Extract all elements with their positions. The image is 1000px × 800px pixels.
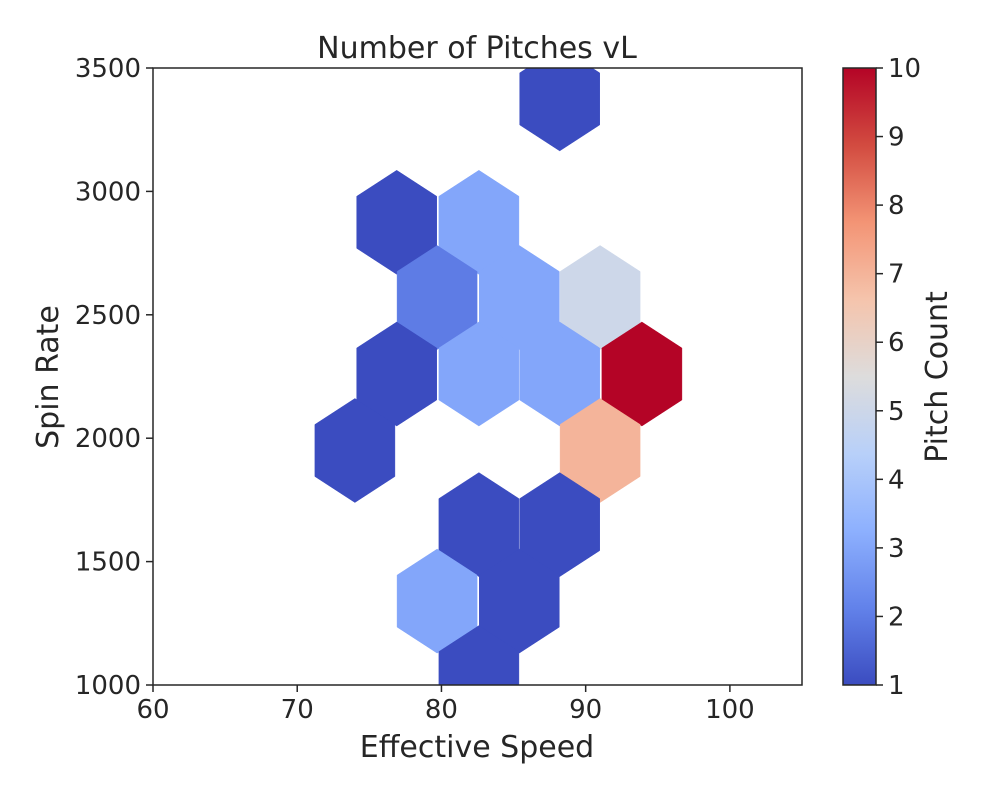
colorbar-tick-label-5: 6 — [888, 328, 905, 358]
x-tick-label-4: 100 — [705, 695, 755, 725]
x-tick-label-0: 60 — [136, 695, 169, 725]
hexbin-cell-8 — [519, 321, 600, 427]
colorbar-tick-label-2: 3 — [888, 534, 905, 564]
x-tick-label-3: 90 — [569, 695, 602, 725]
y-tick-label-2: 2000 — [75, 424, 141, 454]
colorbar-tick-label-3: 4 — [888, 465, 905, 495]
x-tick-label-1: 70 — [281, 695, 314, 725]
hexbin-cell-3 — [396, 245, 478, 350]
colorbar-tick-label-7: 8 — [888, 191, 905, 221]
x-tick-label-2: 80 — [425, 695, 458, 725]
y-tick-label-3: 2500 — [75, 301, 141, 331]
hexbin-cell-4 — [479, 245, 560, 350]
colorbar — [842, 67, 877, 686]
chart-title: Number of Pitches vL — [317, 31, 637, 66]
hexbin-cell-7 — [438, 321, 520, 427]
hexbin-cell-5 — [559, 245, 641, 350]
colorbar-label: Pitch Count — [920, 291, 955, 463]
hexbin-cell-14 — [396, 548, 478, 654]
y-tick-label-4: 3000 — [75, 177, 141, 207]
hexbin-cell-0 — [519, 68, 600, 152]
hexbin-cell-10 — [314, 398, 396, 503]
y-axis-ticks: 1000 1500 2000 2500 3000 3500 — [75, 54, 153, 701]
hexbin-cell-16 — [438, 625, 520, 685]
colorbar-tick-label-6: 7 — [888, 260, 905, 290]
hexbin-cell-13 — [519, 472, 600, 577]
x-axis-label: Effective Speed — [360, 730, 594, 765]
colorbar-tick-label-0: 1 — [888, 671, 905, 701]
hexbin-cell-2 — [438, 170, 520, 275]
colorbar-tick-label-4: 5 — [888, 397, 905, 427]
y-tick-label-5: 3500 — [75, 54, 141, 84]
hexbin-cell-12 — [438, 472, 520, 577]
y-axis-label: Spin Rate — [31, 305, 66, 449]
colorbar-tick-label-8: 9 — [888, 123, 905, 153]
x-axis-ticks: 60 70 80 90 100 — [136, 685, 755, 725]
hexbin-cell-11 — [559, 398, 641, 503]
y-tick-label-0: 1000 — [75, 671, 141, 701]
hexbin-cell-6 — [356, 321, 437, 427]
hexbin-layer — [314, 68, 683, 685]
colorbar-tick-label-1: 2 — [888, 602, 905, 632]
y-tick-label-1: 1500 — [75, 548, 141, 578]
colorbar-tick-label-9: 10 — [888, 54, 921, 84]
hexbin-cell-15 — [479, 548, 560, 654]
colorbar-ticks: 1 2 3 4 5 6 7 8 9 10 — [876, 54, 921, 701]
hexbin-cell-9 — [601, 321, 683, 427]
hexbin-cell-1 — [356, 170, 437, 275]
plot-frame — [152, 67, 803, 686]
